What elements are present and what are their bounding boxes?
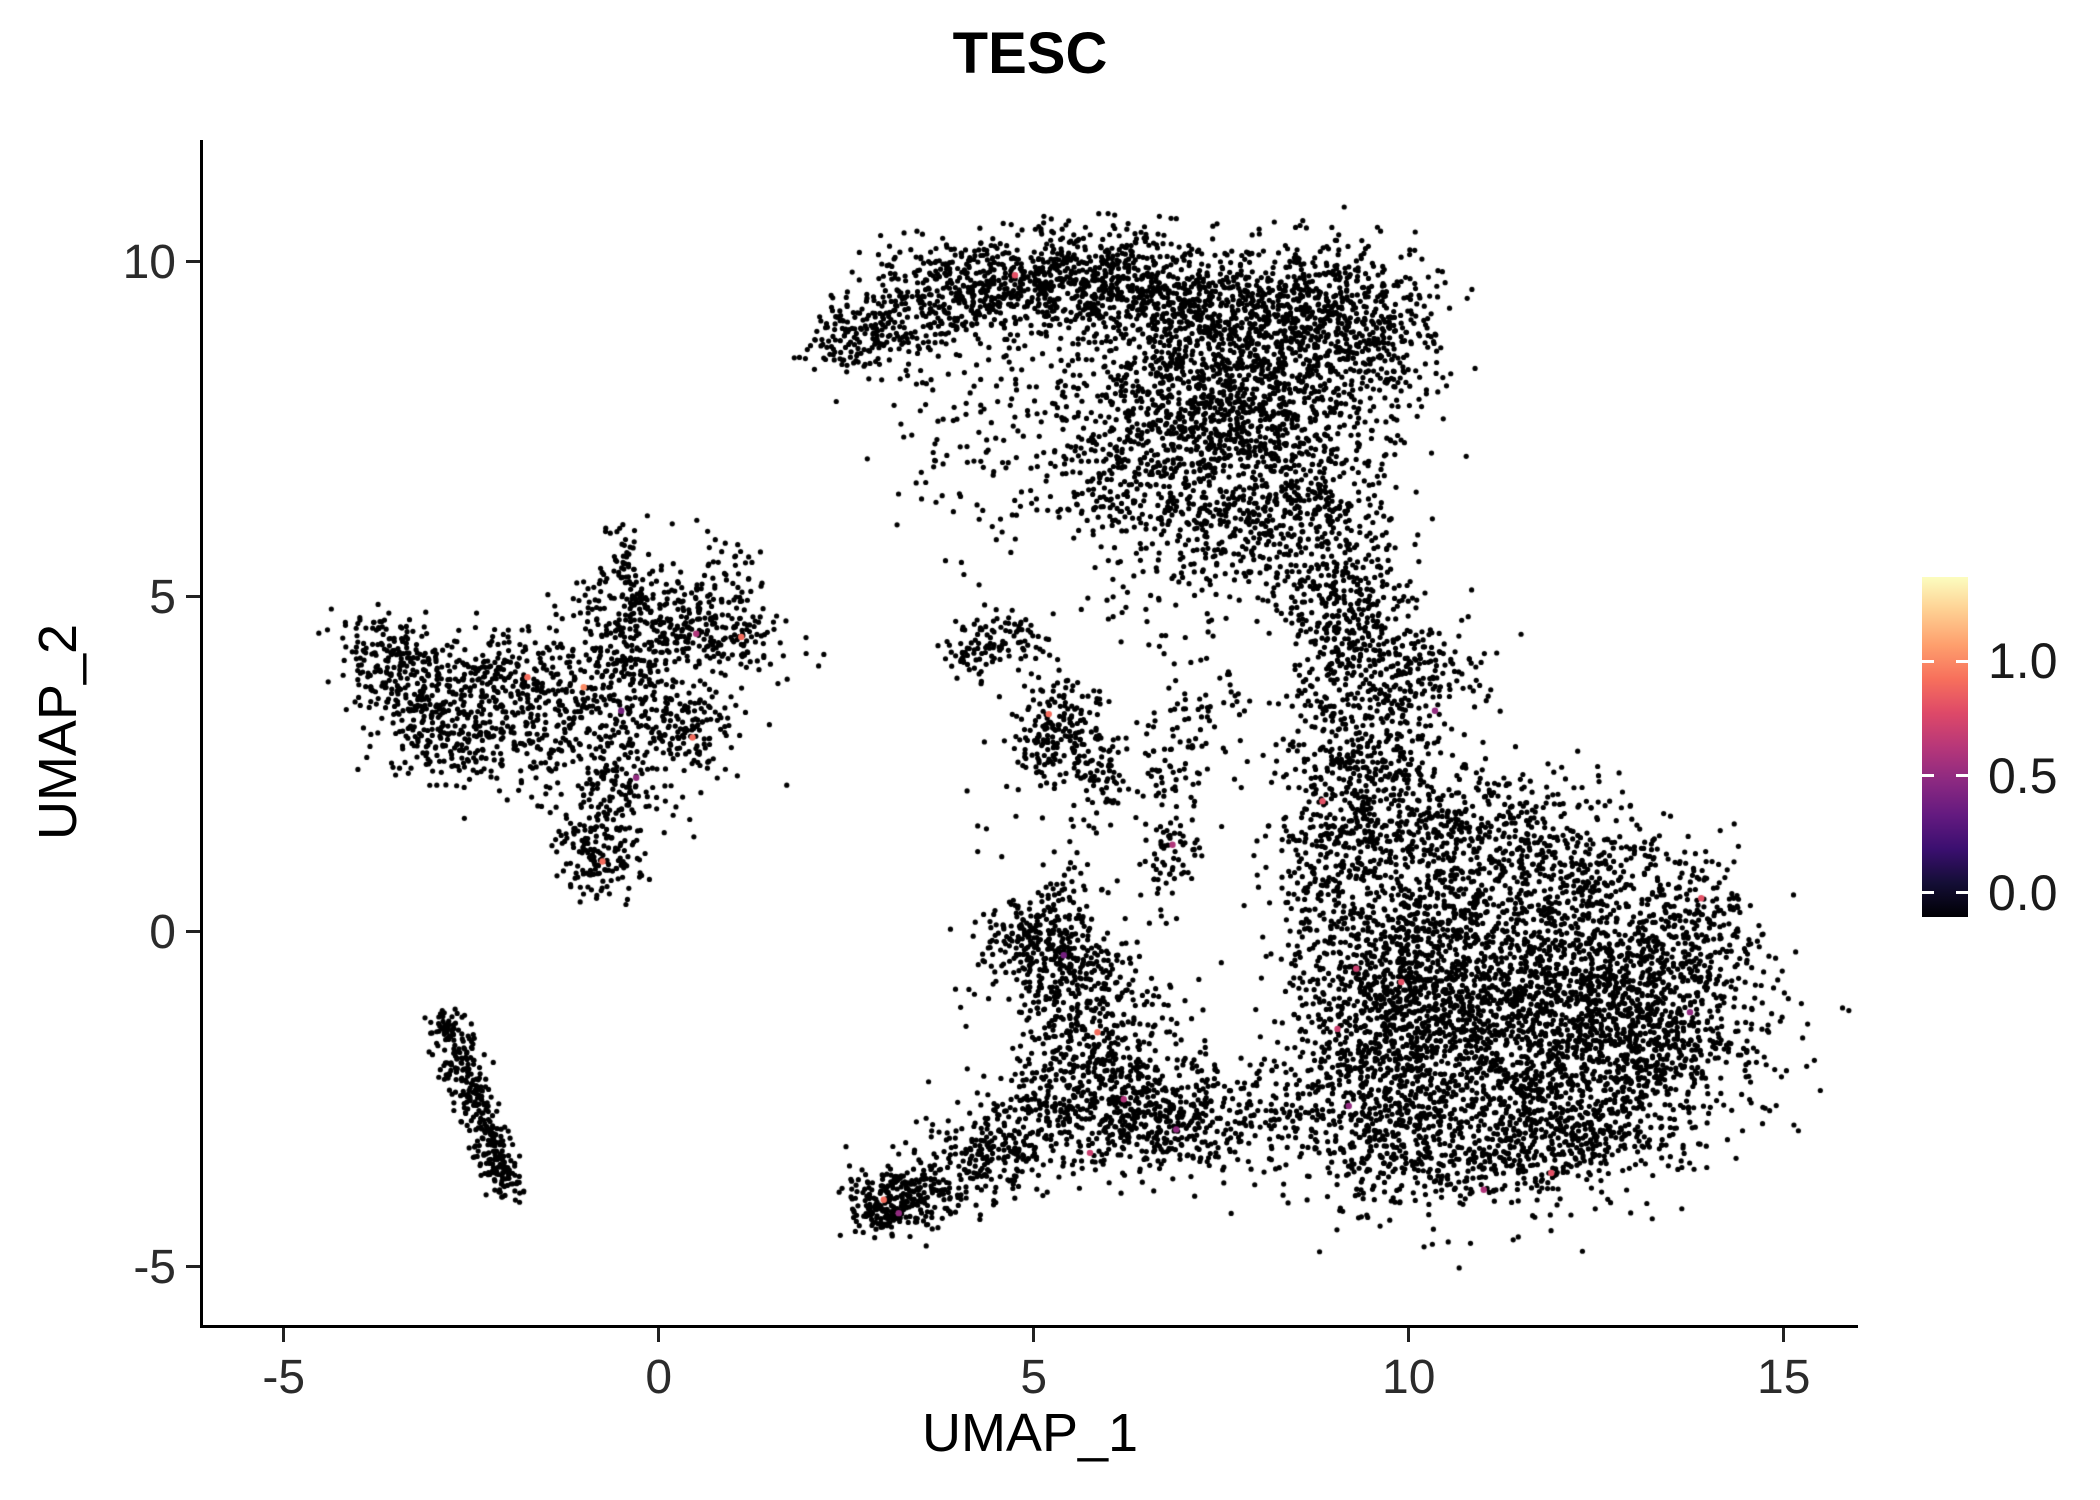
x-tick-label: 15 [1757,1351,1811,1404]
x-tick-mark [1032,1328,1036,1342]
colorbar-tick-mark [1922,891,1934,895]
colorbar-tick-mark [1956,659,1968,663]
y-axis-line [200,140,203,1328]
x-tick-label: 5 [1020,1351,1048,1404]
colorbar-tick-mark [1922,659,1934,663]
colorbar-tick-mark [1956,891,1968,895]
y-tick-mark [186,260,200,264]
x-tick-label: 0 [645,1351,673,1404]
colorbar-tick-label: 0.0 [1988,864,2058,921]
y-tick-mark [186,1265,200,1269]
chart-title: TESC [952,21,1108,86]
x-tick-label: 10 [1382,1351,1436,1404]
colorbar-tick-label: 1.0 [1988,633,2058,690]
colorbar-tick-label: 0.5 [1988,747,2058,804]
y-tick-mark [186,595,200,599]
colorbar-gradient [1922,577,1968,917]
y-tick-mark [186,930,200,934]
x-tick-mark [657,1328,661,1342]
y-tick-label: 0 [149,905,176,959]
colorbar-tick-mark [1922,774,1934,778]
y-axis-title: UMAP_2 [28,623,88,841]
y-tick-label: 5 [149,570,176,624]
x-tick-mark [1782,1328,1786,1342]
colorbar-tick-mark [1956,774,1968,778]
x-axis-title: UMAP_1 [921,1403,1139,1463]
x-tick-label: -5 [262,1351,306,1404]
scatter-canvas [205,140,1855,1325]
y-tick-label: -5 [133,1240,176,1294]
y-tick-label: 10 [122,235,176,289]
x-tick-mark [1407,1328,1411,1342]
x-axis-line [200,1325,1858,1328]
x-tick-mark [282,1328,286,1342]
